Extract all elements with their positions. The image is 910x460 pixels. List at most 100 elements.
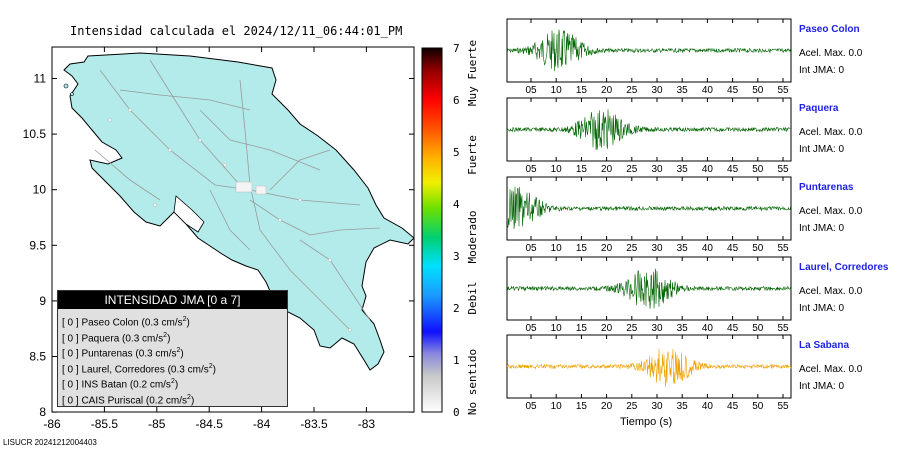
colorbar-level-label: No sentido bbox=[466, 349, 479, 415]
map-x-tick-label: -83.5 bbox=[300, 417, 328, 431]
town-markers bbox=[108, 108, 352, 332]
seismogram-tick-label: 20 bbox=[601, 323, 613, 334]
seismogram-tick-label: 25 bbox=[626, 85, 638, 96]
seismogram-trace bbox=[506, 186, 792, 229]
seismogram-tick-label: 40 bbox=[702, 323, 714, 334]
station-acel: Acel. Max. 0.0 bbox=[799, 48, 863, 59]
seismogram-tick-label: 50 bbox=[752, 243, 764, 254]
seismogram-tick-label: 50 bbox=[752, 85, 764, 96]
seismogram-tick-label: 55 bbox=[777, 164, 789, 175]
seismogram-tick-label: 25 bbox=[626, 243, 638, 254]
costa-rica-land bbox=[63, 52, 415, 371]
seismogram-tick-label: 30 bbox=[651, 85, 663, 96]
seismogram-tick-label: 20 bbox=[601, 164, 613, 175]
station-name: Laurel, Corredores bbox=[799, 262, 889, 273]
station-name: Paquera bbox=[799, 103, 839, 114]
map-x-tick-label: -85 bbox=[148, 417, 166, 431]
footer-id: LISUCR 20241212004403 bbox=[3, 438, 97, 447]
seismogram-tick-label: 25 bbox=[626, 323, 638, 334]
seismogram-tick-label: 40 bbox=[702, 401, 714, 412]
seismogram-tick-label: 05 bbox=[525, 401, 537, 412]
seismogram-tick-label: 05 bbox=[525, 164, 537, 175]
seismogram-tick-label: 25 bbox=[626, 164, 638, 175]
legend-row: [ 0 ] INS Batan (0.2 cm/s2) bbox=[58, 374, 287, 390]
legend-row-suffix: ) bbox=[174, 379, 179, 391]
seismogram-tick-label: 20 bbox=[601, 401, 613, 412]
seismogram-tick-label: 30 bbox=[651, 164, 663, 175]
seismogram-tick-label: 40 bbox=[702, 243, 714, 254]
station-name: La Sabana bbox=[799, 340, 850, 351]
colorbar-tick-label: 1 bbox=[453, 354, 460, 367]
station-int: Int JMA: 0 bbox=[799, 223, 845, 234]
seismogram-tick-label: 35 bbox=[677, 401, 689, 412]
seismogram-panel: 05 10 15 20 25 30 35 40 45 50 55 bbox=[506, 334, 792, 412]
legend-row: [ 0 ] CAIS Puriscal (0.2 cm/s2) bbox=[58, 390, 287, 406]
colorbar-gradient bbox=[421, 47, 443, 413]
map-y-tick-label: 9.5 bbox=[29, 238, 46, 252]
intensity-legend: INTENSIDAD JMA [0 a 7] [ 0 ] Paseo Colon… bbox=[57, 290, 288, 407]
seismogram-tick-label: 45 bbox=[727, 85, 739, 96]
legend-header: INTENSIDAD JMA [0 a 7] bbox=[58, 291, 287, 309]
seismogram-tick-label: 30 bbox=[651, 323, 663, 334]
island bbox=[63, 83, 69, 89]
seismogram-trace bbox=[506, 109, 792, 150]
legend-row: [ 0 ] Puntarenas (0.3 cm/s2) bbox=[58, 343, 287, 359]
station-acel: Acel. Max. 0.0 bbox=[799, 206, 863, 217]
seismogram-tick-label: 55 bbox=[777, 323, 789, 334]
map-x-tick-label: -84 bbox=[253, 417, 271, 431]
station-int: Int JMA: 0 bbox=[799, 65, 845, 76]
seismogram-tick-label: 30 bbox=[651, 401, 663, 412]
map-x-tick-label: -84.5 bbox=[196, 417, 224, 431]
x-axis-label: Tiempo (s) bbox=[620, 416, 673, 428]
legend-row-suffix: ) bbox=[212, 364, 216, 376]
map-y-tick-label: 11 bbox=[34, 72, 47, 86]
legend-row-suffix: ) bbox=[180, 348, 184, 360]
legend-row-suffix: ) bbox=[167, 332, 171, 344]
seismogram-trace bbox=[506, 348, 792, 388]
seismogram-tick-label: 50 bbox=[752, 323, 764, 334]
station-acel: Acel. Max. 0.0 bbox=[799, 127, 863, 138]
colorbar-level-label: Debil bbox=[466, 281, 479, 314]
legend-row-text: [ 0 ] Laurel, Corredores (0.3 cm/s bbox=[62, 364, 209, 376]
map-y-ticks: 11 10.5 10 9.5 9 8.5 8 bbox=[23, 72, 414, 419]
seismogram-trace bbox=[506, 268, 792, 309]
seismogram-tick-label: 15 bbox=[576, 85, 588, 96]
seismogram-tick-label: 15 bbox=[576, 401, 588, 412]
legend-row-suffix: ) bbox=[190, 395, 195, 407]
legend-row-text: [ 0 ] Puntarenas (0.3 cm/s bbox=[62, 348, 177, 360]
map-x-ticks: -86 -85.5 -85 -84.5 -84 -83.5 -83 bbox=[43, 47, 375, 431]
seismogram-tick-label: 10 bbox=[551, 243, 563, 254]
station-int: Int JMA: 0 bbox=[799, 381, 845, 392]
seismogram-tick-label: 35 bbox=[677, 85, 689, 96]
seismogram-tick-label: 30 bbox=[651, 243, 663, 254]
station-acel: Acel. Max. 0.0 bbox=[799, 364, 863, 375]
legend-row-sup: 2 bbox=[208, 362, 213, 370]
station-int: Int JMA: 0 bbox=[799, 303, 845, 314]
seismogram-tick-label: 45 bbox=[727, 243, 739, 254]
seismogram-panel: 05 10 15 20 25 30 35 40 45 50 55 bbox=[506, 176, 792, 254]
island bbox=[70, 92, 74, 96]
seismogram-tick-label: 40 bbox=[702, 85, 714, 96]
colorbar-tick-label: 0 bbox=[453, 406, 460, 419]
legend-row-text: [ 0 ] Paseo Colon (0.3 cm/s bbox=[62, 317, 183, 329]
seismogram-tick-label: 05 bbox=[525, 243, 537, 254]
map-y-tick-label: 8 bbox=[39, 405, 46, 419]
map-y-tick-label: 8.5 bbox=[29, 350, 46, 364]
colorbar-tick-label: 7 bbox=[453, 42, 460, 55]
legend-row-sup: 2 bbox=[176, 347, 181, 355]
legend-row: [ 0 ] Paquera (0.3 cm/s2) bbox=[58, 328, 287, 344]
seismogram-tick-label: 45 bbox=[727, 401, 739, 412]
legend-row-suffix: ) bbox=[186, 317, 190, 329]
legend-row-sup: 2 bbox=[170, 378, 175, 386]
seismogram-tick-label: 10 bbox=[551, 401, 563, 412]
seismogram-tick-label: 10 bbox=[551, 323, 563, 334]
seismogram-tick-label: 10 bbox=[551, 85, 563, 96]
map-y-tick-label: 9 bbox=[39, 294, 46, 308]
legend-row-sup: 2 bbox=[182, 316, 187, 323]
legend-row-sup: 2 bbox=[187, 393, 191, 401]
legend-row: [ 0 ] Laurel, Corredores (0.3 cm/s2) bbox=[58, 359, 287, 375]
seismogram-panel: 05 10 15 20 25 30 35 40 45 50 55 bbox=[506, 18, 792, 96]
seismogram-tick-label: 35 bbox=[677, 243, 689, 254]
legend-row-text: [ 0 ] Paquera (0.3 cm/s bbox=[62, 332, 164, 344]
